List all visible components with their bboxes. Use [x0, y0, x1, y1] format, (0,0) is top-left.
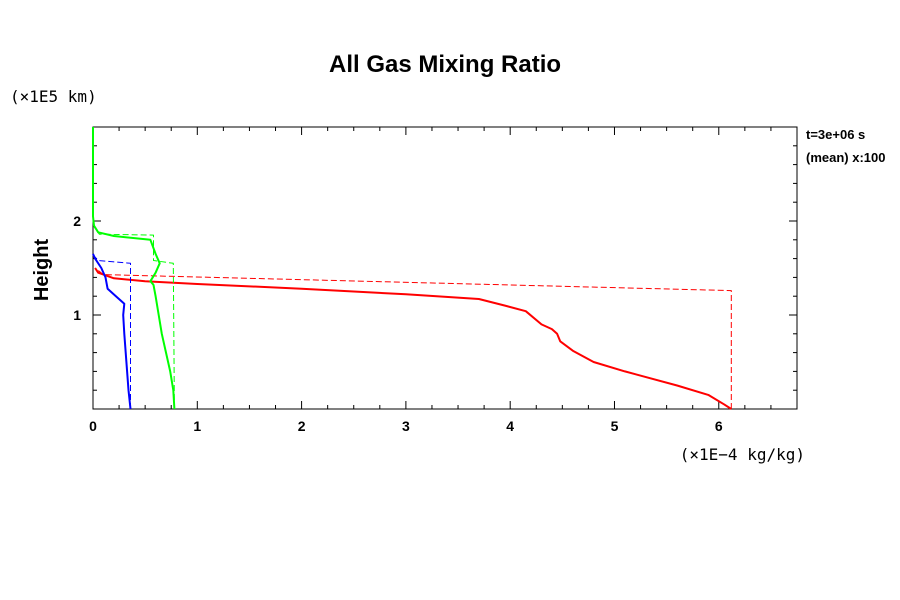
y-axis-label: Height — [31, 239, 53, 302]
y-tick-label: 1 — [73, 307, 81, 323]
x-tick-label: 0 — [89, 418, 97, 434]
time-annotation: t=3e+06 s — [806, 127, 865, 142]
series-line-0-solid — [94, 267, 732, 410]
plot-frame — [92, 126, 798, 410]
x-tick-label: 3 — [402, 418, 410, 434]
series-line-5-dashed — [92, 254, 131, 409]
x-tick-label: 6 — [715, 418, 723, 434]
x-unit-label: (×1E−4 kg/kg) — [680, 445, 805, 464]
series-line-3-dashed — [93, 226, 175, 410]
series-line-1-dashed — [94, 267, 732, 409]
x-tick-label: 2 — [298, 418, 306, 434]
series-group — [92, 127, 732, 410]
y-unit-label: (×1E5 km) — [10, 87, 97, 106]
series-line-2-solid — [92, 127, 176, 410]
chart-title: All Gas Mixing Ratio — [329, 51, 561, 78]
axes-group: 0 1 2 3 4 5 6 1 2 — [73, 126, 798, 434]
y-tick-label: 2 — [73, 213, 81, 229]
x-tick-label: 5 — [611, 418, 619, 434]
mean-annotation: (mean) x:100 — [806, 150, 885, 165]
series-line-4-solid — [92, 253, 132, 410]
x-tick-label: 1 — [193, 418, 201, 434]
x-tick-label: 4 — [506, 418, 514, 434]
